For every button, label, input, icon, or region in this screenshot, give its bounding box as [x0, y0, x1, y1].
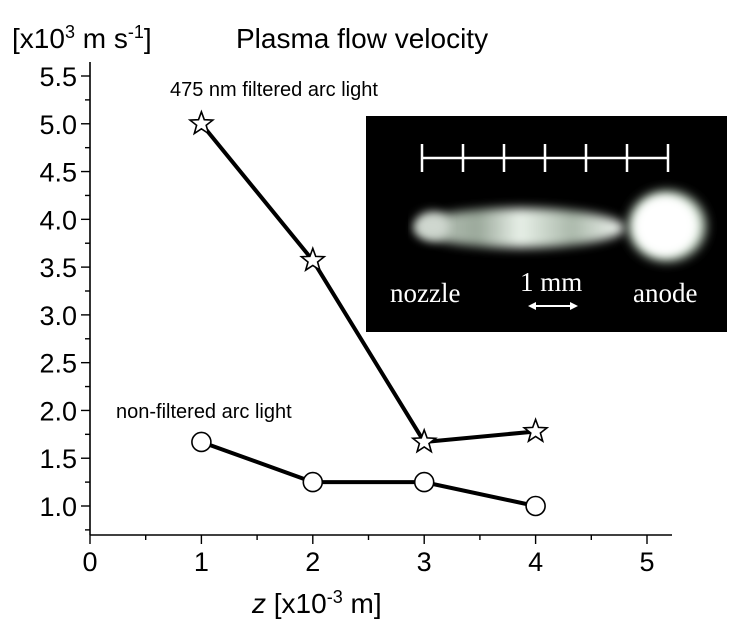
y-axis-unit-label: [x103 m s-1]	[12, 22, 152, 54]
y-tick-label: 2.0	[39, 396, 77, 426]
data-point-star	[187, 109, 215, 136]
data-point-star	[299, 246, 327, 272]
scale-arrow	[528, 302, 578, 310]
x-tick-label: 0	[82, 547, 97, 577]
nozzle-spot	[415, 212, 449, 240]
inset-photo: nozzle anode 1 mm	[366, 116, 727, 332]
y-tick-label: 4.0	[39, 205, 77, 235]
series-layer	[187, 109, 550, 517]
data-point-circle	[191, 431, 212, 453]
data-point-circle	[413, 471, 435, 493]
series-label-filtered: 475 nm filtered arc light	[170, 79, 378, 101]
series-line-circle	[200, 440, 537, 508]
data-point-circle	[302, 471, 324, 493]
y-tick-label: 1.5	[39, 444, 77, 474]
y-tick-label: 4.5	[39, 158, 77, 188]
inset-label-anode: anode	[633, 278, 697, 308]
y-tick-label: 1.0	[39, 492, 77, 522]
series-line-star	[199, 122, 536, 445]
x-tick-label: 4	[528, 547, 543, 577]
y-tick-label: 2.5	[39, 349, 77, 379]
x-tick-label: 3	[417, 547, 432, 577]
y-tick-label: 3.5	[39, 253, 77, 283]
x-tick-label: 2	[305, 547, 320, 577]
inset-label-nozzle: nozzle	[390, 278, 460, 308]
chart-title: Plasma flow velocity	[236, 23, 488, 54]
x-axis-label: z [x10-3 m]	[251, 587, 382, 619]
anode-core	[636, 198, 692, 254]
data-point-circle	[525, 495, 546, 517]
scale-bar	[420, 144, 670, 172]
x-tick-label: 1	[194, 547, 209, 577]
y-tick-label: 5.0	[39, 110, 77, 140]
data-point-star	[522, 417, 550, 444]
plasma-jet-glow	[415, 208, 625, 248]
y-tick-label: 5.5	[39, 62, 77, 92]
series-label-nonfiltered: non-filtered arc light	[116, 401, 292, 423]
tick-layer: 0 1 2 3 4 5 1.0 1.5 2.0 2.5 3.0 3.5 4.0 4.5 5.0 5.5	[39, 62, 654, 577]
data-point-star	[410, 427, 438, 454]
y-tick-label: 3.0	[39, 301, 77, 331]
x-tick-label: 5	[639, 547, 654, 577]
inset-scale-label: 1 mm	[520, 267, 582, 297]
